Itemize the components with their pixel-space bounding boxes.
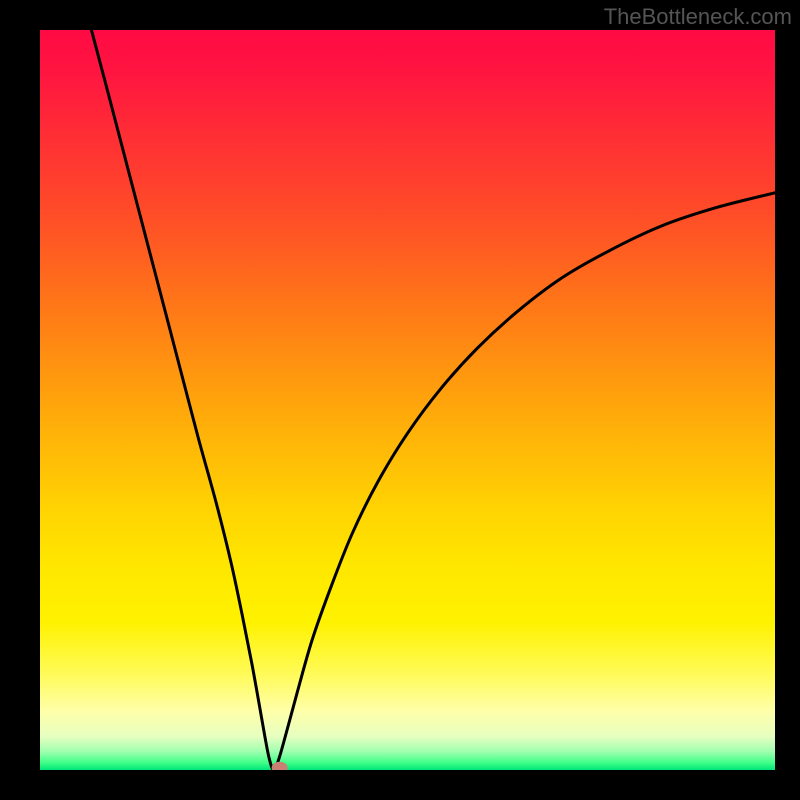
chart-plot-area xyxy=(40,30,775,770)
watermark-text: TheBottleneck.com xyxy=(604,4,792,30)
valley-marker xyxy=(272,762,288,770)
bottleneck-curve xyxy=(40,30,775,770)
